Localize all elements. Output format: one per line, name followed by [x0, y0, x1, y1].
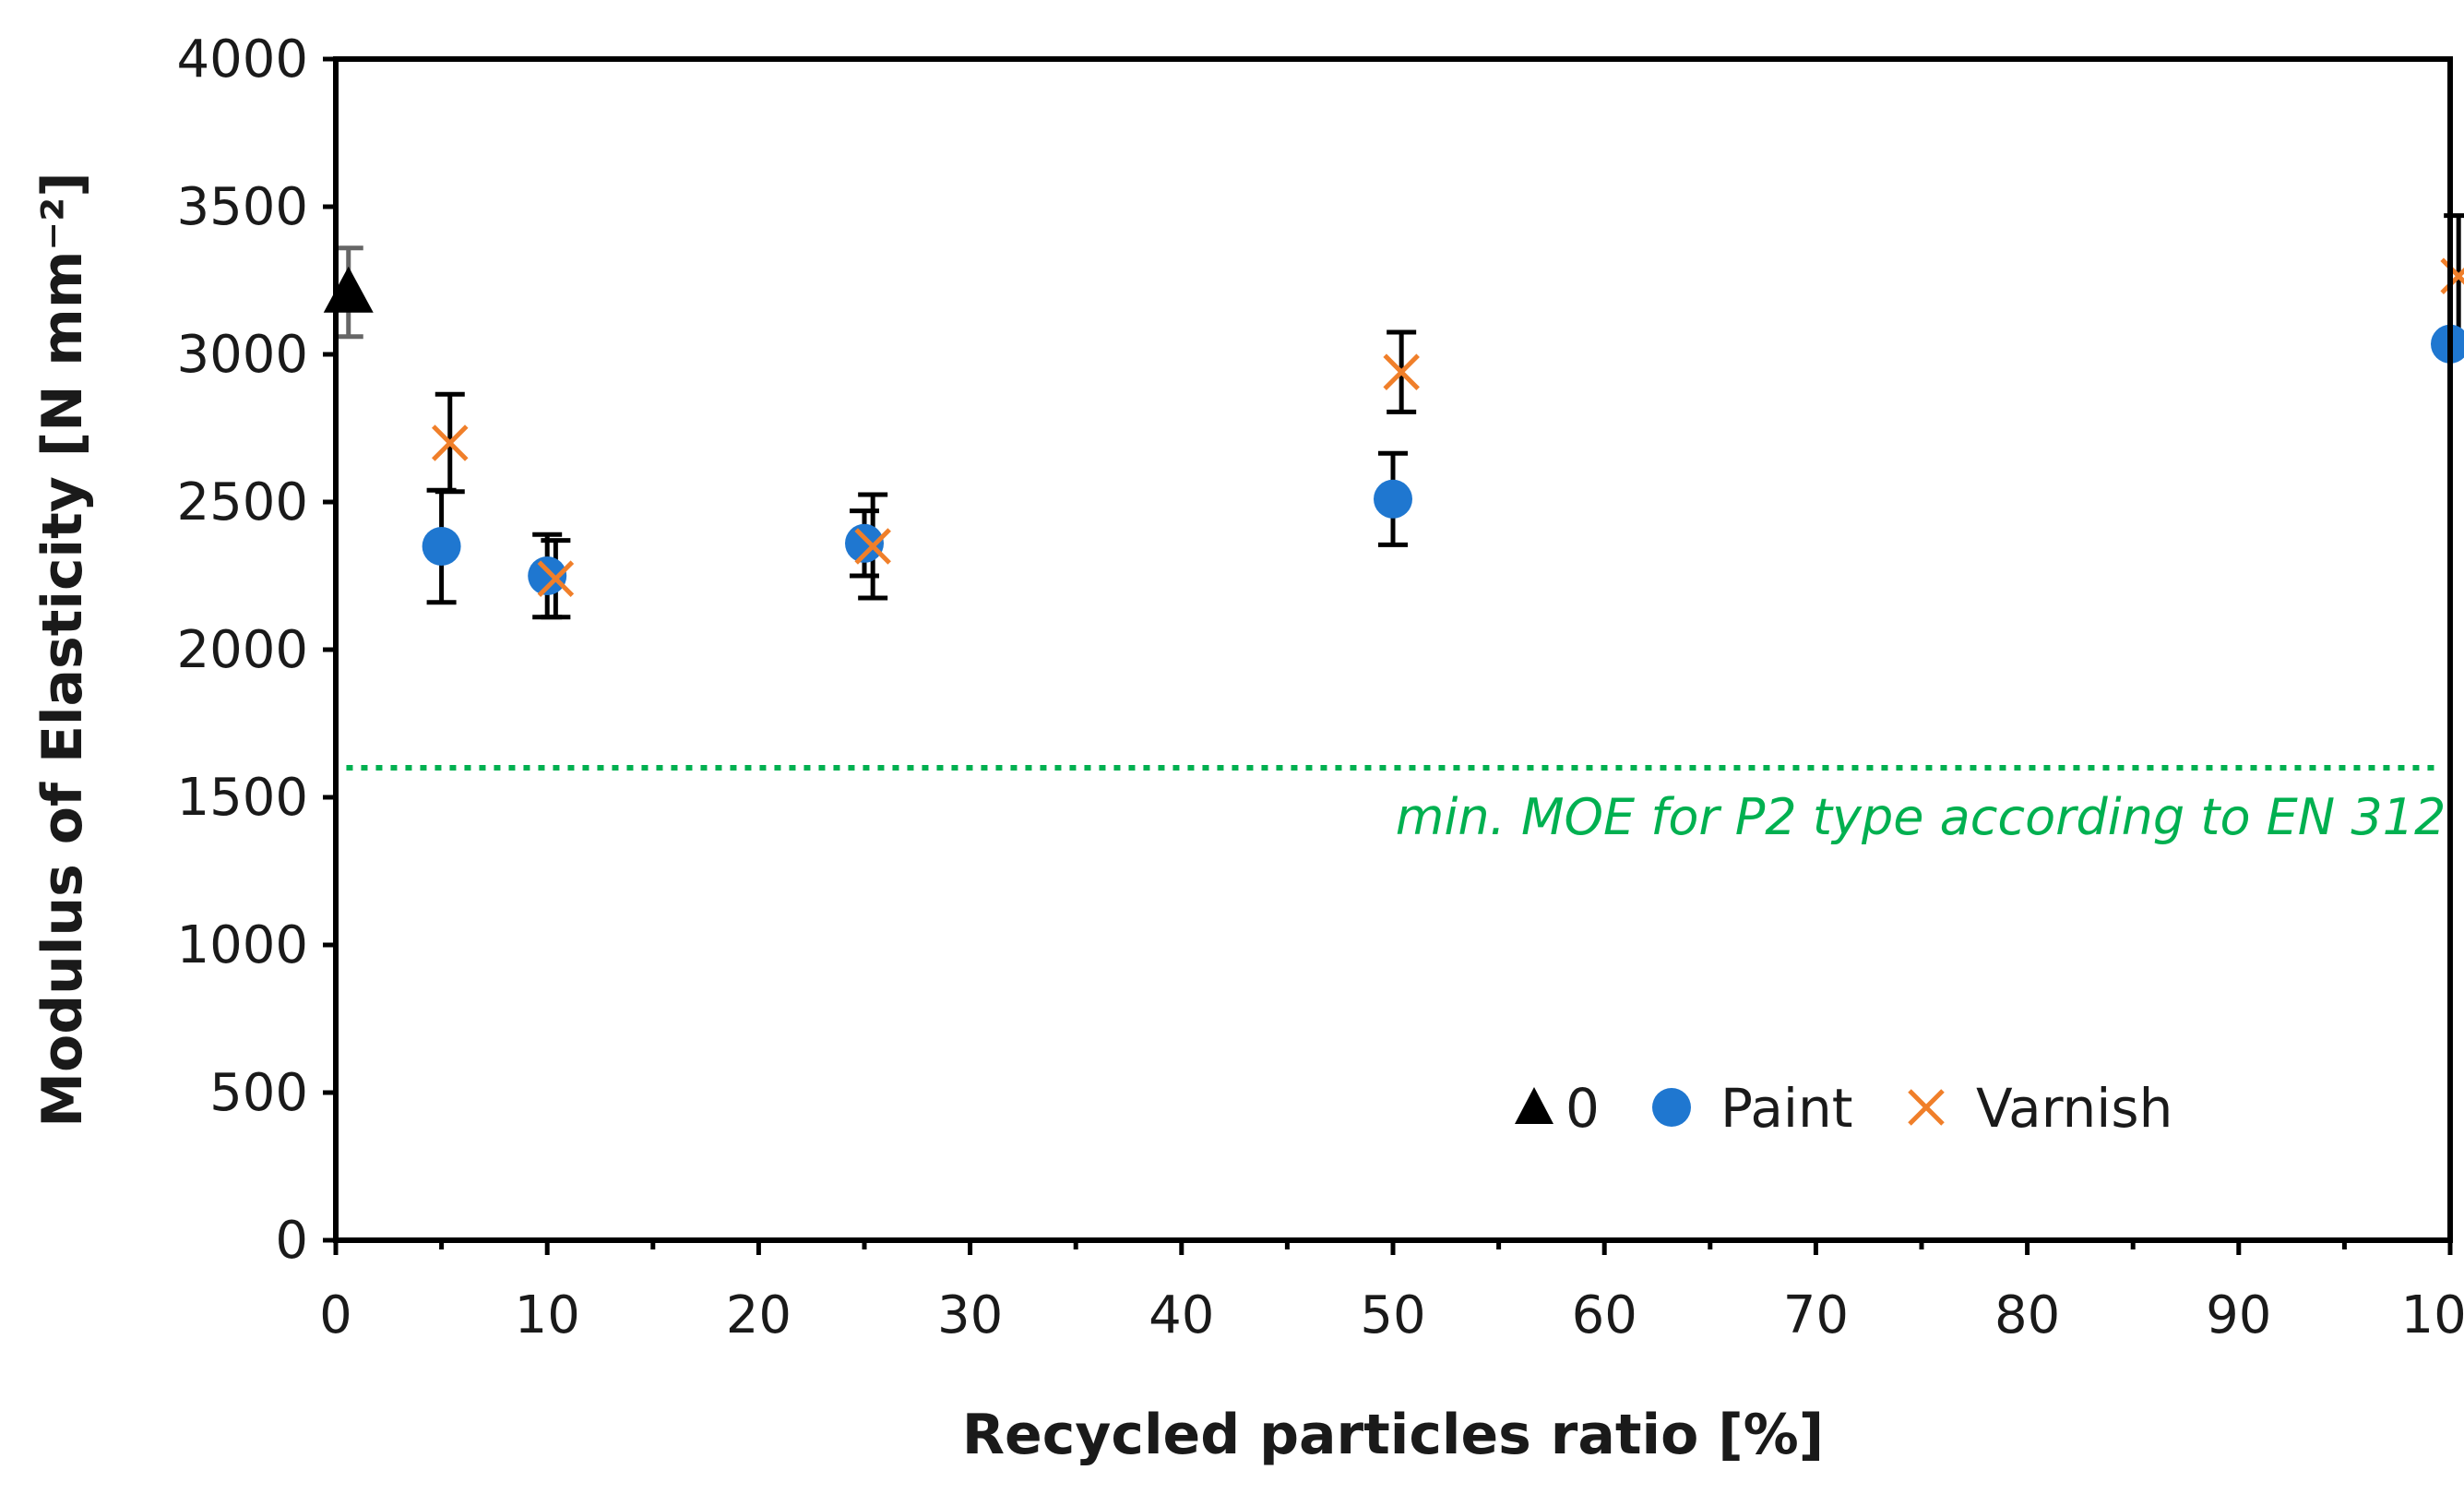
x-tick-label: 80	[1994, 1285, 2060, 1345]
point-varnish	[854, 528, 891, 565]
point-varnish-stroke	[1383, 353, 1420, 390]
legend-triangle-marker	[1515, 1087, 1553, 1124]
x-tick-label: 100	[2401, 1285, 2464, 1345]
x-tick-label: 0	[319, 1285, 352, 1345]
x-tick-label: 30	[937, 1285, 1003, 1345]
point-paint	[1374, 479, 1412, 519]
y-tick-label: 1000	[176, 915, 308, 975]
legend-label-varnish: Varnish	[1976, 1077, 2172, 1140]
legend-label-0: 0	[1565, 1077, 1600, 1140]
y-tick-label: 1500	[176, 768, 308, 828]
x-axis-title: Recycled particles ratio [%]	[962, 1403, 1824, 1467]
x-tick-label: 10	[515, 1285, 580, 1345]
x-tick-label: 40	[1149, 1285, 1214, 1345]
y-tick-label: 2000	[176, 620, 308, 680]
y-tick-label: 500	[209, 1063, 308, 1123]
y-tick-label: 2500	[176, 472, 308, 532]
x-axis-ticks: 0 10 20 30 40 50 60 70 80 90 100	[319, 1240, 2464, 1345]
y-tick-label: 3000	[176, 325, 308, 385]
point-varnish	[1383, 353, 1420, 390]
x-tick-label: 60	[1572, 1285, 1637, 1345]
y-tick-label: 0	[275, 1211, 308, 1271]
x-tick-label: 90	[2206, 1285, 2271, 1345]
legend-varnish-marker	[1908, 1089, 1945, 1126]
y-tick-label: 4000	[176, 30, 308, 90]
error-bars	[333, 213, 2464, 620]
y-axis-ticks: 0 500 1000 1500 2000 2500 3000 3500 4000	[176, 30, 336, 1271]
plot-area-frame	[333, 56, 2453, 1243]
legend-paint-marker	[1652, 1088, 1691, 1127]
reference-line-group: min. MOE for P2 type according to EN 312	[346, 765, 2446, 846]
point-varnish-stroke	[854, 528, 891, 565]
point-varnish	[537, 560, 575, 597]
point-varnish	[432, 424, 469, 461]
y-tick-label: 3500	[176, 177, 308, 237]
legend: 0 Paint Varnish	[1515, 1077, 2172, 1140]
point-paint	[528, 556, 567, 595]
point-paint	[845, 523, 884, 563]
x-tick-label: 50	[1360, 1285, 1425, 1345]
legend-label-paint: Paint	[1720, 1077, 1853, 1140]
x-tick-label: 70	[1783, 1285, 1849, 1345]
point-varnish-stroke	[537, 560, 575, 597]
reference-line-label: min. MOE for P2 type according to EN 312	[1396, 788, 2446, 846]
point-control	[323, 266, 374, 313]
point-paint	[422, 527, 461, 566]
y-axis-title: Modulus of Elasticity [N mm⁻²]	[30, 172, 95, 1127]
x-tick-label: 20	[726, 1285, 792, 1345]
point-varnish-stroke	[432, 424, 469, 461]
